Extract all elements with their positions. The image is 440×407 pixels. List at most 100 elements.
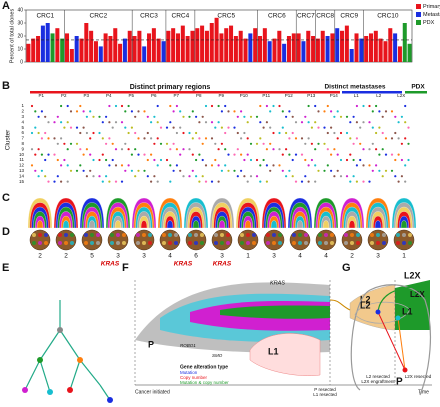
mutation-dot	[317, 142, 320, 145]
mutation-dot	[182, 115, 185, 118]
bar	[359, 38, 364, 62]
mutation-dot	[134, 175, 137, 178]
mutation-dot	[265, 164, 268, 167]
mutation-dot	[198, 137, 201, 140]
clone-dot	[174, 241, 178, 245]
mutation-dot	[240, 153, 243, 156]
mutation-dot	[243, 131, 246, 135]
column-label: P11	[262, 93, 270, 98]
clone-dot	[396, 241, 400, 245]
tree-edge	[59, 329, 81, 361]
clone-dot	[200, 233, 204, 237]
colon-outline	[350, 284, 432, 396]
mutation-dot	[310, 126, 313, 129]
clone-dot	[148, 233, 152, 237]
column-label: P3	[83, 93, 89, 98]
mutation-dot	[101, 137, 104, 140]
mutation-dot	[233, 110, 236, 113]
mutation-dot	[56, 175, 59, 178]
mutation-dot	[195, 158, 198, 162]
clone-dot	[350, 233, 354, 237]
clone-dot	[64, 241, 68, 245]
mutation-dot	[345, 115, 349, 118]
mutation-dot	[82, 126, 85, 129]
mutation-dot	[188, 175, 191, 178]
mutation-dot	[262, 158, 265, 162]
mutation-dot	[156, 164, 159, 167]
mutation-dot	[362, 180, 365, 183]
clone-dot	[298, 241, 302, 245]
bar	[65, 33, 70, 62]
tree-node	[57, 327, 63, 333]
mutation-dot	[352, 142, 355, 145]
mutation-dot	[407, 126, 410, 129]
bar	[36, 36, 41, 62]
mutation-dot	[307, 121, 310, 124]
bar	[171, 28, 176, 62]
mutation-dot	[101, 121, 104, 124]
clone-dot	[356, 241, 360, 245]
mutation-dot	[317, 169, 320, 172]
mutation-dot	[390, 137, 394, 140]
bar	[296, 33, 301, 62]
bar	[393, 33, 398, 62]
fish-p-inner	[220, 305, 330, 319]
mutation-dot	[89, 153, 92, 156]
mutation-dot	[79, 104, 82, 108]
mutation-dot	[400, 158, 403, 162]
column-label: P14	[330, 93, 339, 98]
mutation-dot	[339, 131, 343, 135]
bar	[200, 25, 205, 63]
mutation-dot	[378, 110, 381, 113]
site-label: L2	[360, 300, 371, 310]
mutation-dot	[285, 148, 288, 151]
mutation-dot	[63, 158, 66, 162]
clone-shape	[348, 220, 356, 229]
mutation-dot	[156, 121, 159, 124]
bar	[368, 33, 373, 62]
clone-label: L2	[360, 294, 371, 304]
mutation-dot	[47, 153, 50, 156]
mutation-dot	[92, 175, 95, 178]
mutation-dot	[220, 142, 223, 145]
mutation-dot	[69, 169, 73, 172]
tree-node	[107, 397, 113, 403]
mutation-dot	[156, 137, 159, 140]
mutation-dot	[224, 148, 227, 151]
mutation-dot	[326, 131, 329, 135]
mutation-dot	[134, 115, 137, 118]
mutation-dot	[137, 137, 140, 140]
mutation-dot	[159, 158, 163, 162]
mutation-dot	[236, 131, 239, 135]
clone-count: 4	[298, 253, 302, 260]
cluster-label: 3	[21, 114, 24, 119]
mutation-dot	[304, 115, 307, 118]
bar	[277, 30, 282, 62]
mutation-dot	[397, 137, 400, 140]
clone-shape	[88, 220, 96, 229]
mutation-dot	[336, 153, 339, 156]
y-tick-label: 20	[17, 33, 23, 39]
kras-label: KRAS	[101, 261, 120, 268]
mutation-dot	[390, 110, 394, 113]
cluster-label: 4	[21, 119, 24, 124]
clone-shape	[296, 220, 304, 229]
tree-edge	[69, 359, 81, 391]
mutation-dot	[204, 180, 208, 183]
column-label: L2X	[397, 93, 405, 98]
mutation-dot	[249, 115, 253, 118]
mutation-dot	[323, 169, 326, 172]
mutation-dot	[34, 153, 37, 156]
mutation-dot	[394, 131, 397, 135]
mutation-dot	[236, 115, 239, 118]
bar	[103, 33, 108, 62]
mutation-dot	[101, 180, 104, 183]
mutation-dot	[243, 115, 246, 118]
mutation-dot	[214, 126, 217, 129]
mutation-dot	[85, 131, 88, 135]
mutation-dot	[108, 137, 111, 140]
mutation-dot	[69, 110, 73, 113]
clone-count: 3	[142, 253, 146, 260]
clone-dot	[376, 241, 380, 245]
mutation-dot	[82, 110, 85, 113]
